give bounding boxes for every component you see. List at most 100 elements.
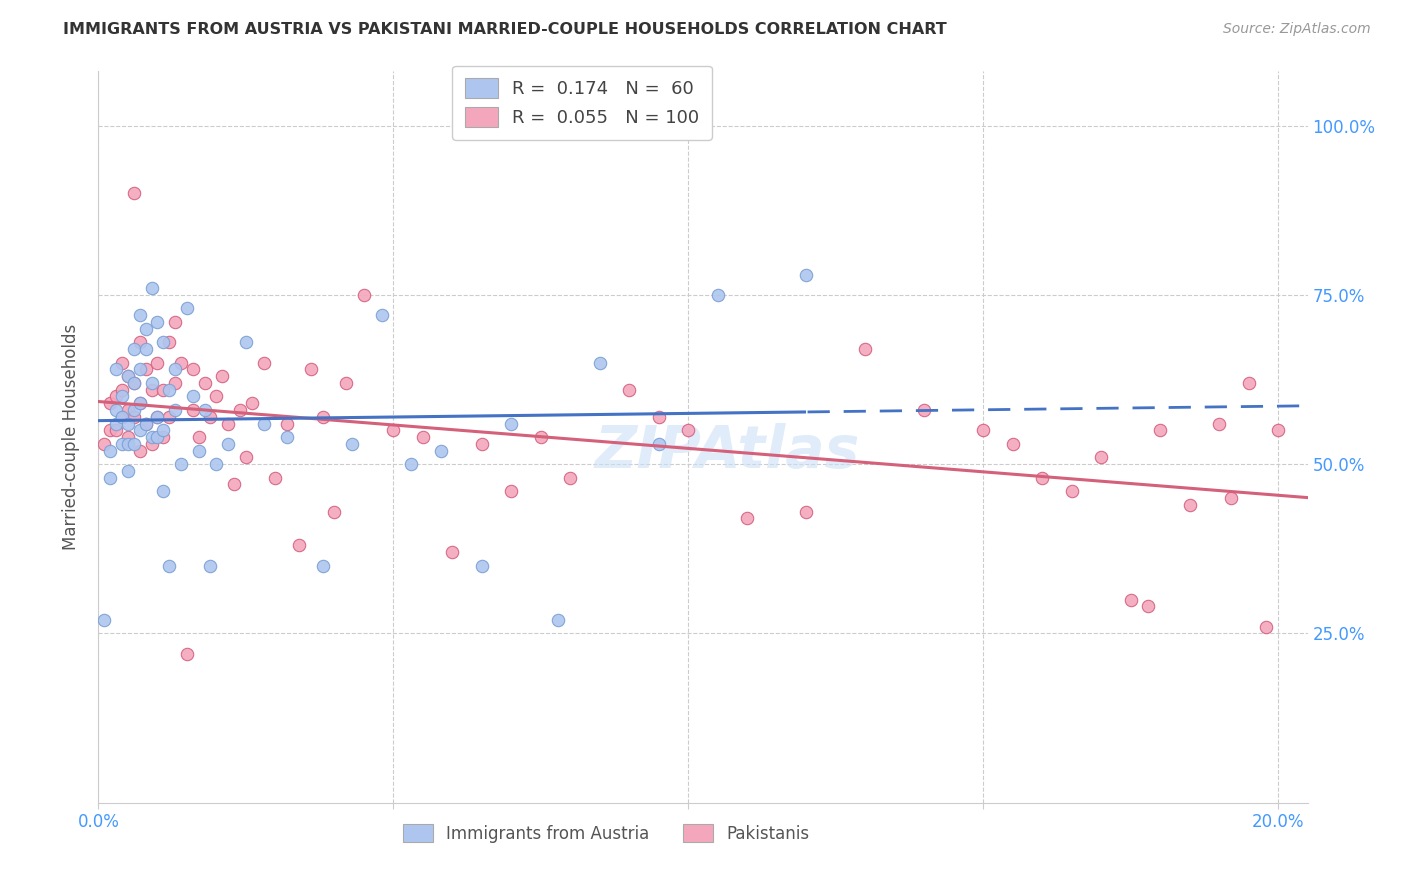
Point bbox=[141, 281, 163, 295]
Point bbox=[128, 396, 150, 410]
Point bbox=[853, 342, 876, 356]
Point bbox=[912, 403, 935, 417]
Point bbox=[1149, 423, 1171, 437]
Point bbox=[122, 409, 145, 424]
Point bbox=[794, 505, 817, 519]
Point bbox=[93, 437, 115, 451]
Point bbox=[1178, 498, 1201, 512]
Point bbox=[399, 457, 422, 471]
Point bbox=[157, 558, 180, 573]
Point bbox=[176, 647, 198, 661]
Point bbox=[311, 558, 333, 573]
Point bbox=[128, 423, 150, 437]
Point bbox=[340, 437, 363, 451]
Point bbox=[141, 437, 163, 451]
Point bbox=[1001, 437, 1024, 451]
Point bbox=[141, 430, 163, 444]
Point bbox=[200, 558, 222, 573]
Point bbox=[165, 362, 187, 376]
Point bbox=[146, 355, 169, 369]
Point bbox=[117, 430, 139, 444]
Point bbox=[194, 403, 217, 417]
Point bbox=[165, 315, 187, 329]
Point bbox=[122, 403, 145, 417]
Point bbox=[276, 430, 298, 444]
Point bbox=[370, 308, 392, 322]
Point bbox=[128, 308, 150, 322]
Point bbox=[1031, 471, 1053, 485]
Point bbox=[157, 335, 180, 350]
Point bbox=[471, 558, 494, 573]
Point bbox=[217, 437, 239, 451]
Point bbox=[105, 417, 128, 431]
Point bbox=[311, 409, 333, 424]
Point bbox=[299, 362, 322, 376]
Point bbox=[1208, 417, 1230, 431]
Point bbox=[217, 417, 239, 431]
Point bbox=[105, 423, 128, 437]
Point bbox=[200, 409, 222, 424]
Point bbox=[1060, 484, 1083, 499]
Point bbox=[194, 376, 217, 390]
Point bbox=[170, 355, 193, 369]
Point bbox=[412, 430, 434, 444]
Point bbox=[229, 403, 252, 417]
Point bbox=[1137, 599, 1160, 614]
Point bbox=[146, 430, 169, 444]
Point bbox=[135, 417, 157, 431]
Point bbox=[111, 389, 134, 403]
Point bbox=[1256, 620, 1278, 634]
Point bbox=[429, 443, 451, 458]
Point bbox=[117, 369, 139, 384]
Y-axis label: Married-couple Households: Married-couple Households bbox=[62, 324, 80, 550]
Point bbox=[547, 613, 569, 627]
Point bbox=[117, 464, 139, 478]
Point bbox=[619, 383, 641, 397]
Point bbox=[181, 362, 204, 376]
Point bbox=[165, 403, 187, 417]
Point bbox=[117, 403, 139, 417]
Point bbox=[135, 362, 157, 376]
Point bbox=[146, 409, 169, 424]
Point bbox=[152, 383, 174, 397]
Point bbox=[1090, 450, 1112, 465]
Point bbox=[235, 450, 257, 465]
Point bbox=[205, 389, 228, 403]
Point bbox=[117, 369, 139, 384]
Point bbox=[501, 484, 523, 499]
Point bbox=[128, 443, 150, 458]
Point bbox=[157, 383, 180, 397]
Point bbox=[235, 335, 257, 350]
Point bbox=[205, 457, 228, 471]
Point bbox=[560, 471, 582, 485]
Point bbox=[1219, 491, 1241, 505]
Point bbox=[471, 437, 494, 451]
Point bbox=[1237, 376, 1260, 390]
Point bbox=[141, 376, 163, 390]
Point bbox=[187, 430, 209, 444]
Point bbox=[972, 423, 994, 437]
Point bbox=[276, 417, 298, 431]
Point bbox=[735, 511, 758, 525]
Point bbox=[176, 301, 198, 316]
Point bbox=[240, 396, 263, 410]
Point bbox=[181, 389, 204, 403]
Point bbox=[1119, 592, 1142, 607]
Point bbox=[146, 315, 169, 329]
Point bbox=[648, 437, 671, 451]
Point bbox=[252, 355, 274, 369]
Point bbox=[122, 376, 145, 390]
Point bbox=[706, 288, 728, 302]
Point bbox=[98, 471, 121, 485]
Point bbox=[501, 417, 523, 431]
Point bbox=[122, 437, 145, 451]
Point bbox=[111, 383, 134, 397]
Point bbox=[794, 268, 817, 282]
Point bbox=[111, 409, 134, 424]
Point bbox=[117, 417, 139, 431]
Point bbox=[135, 322, 157, 336]
Point bbox=[152, 423, 174, 437]
Point bbox=[105, 403, 128, 417]
Point bbox=[152, 430, 174, 444]
Point bbox=[105, 362, 128, 376]
